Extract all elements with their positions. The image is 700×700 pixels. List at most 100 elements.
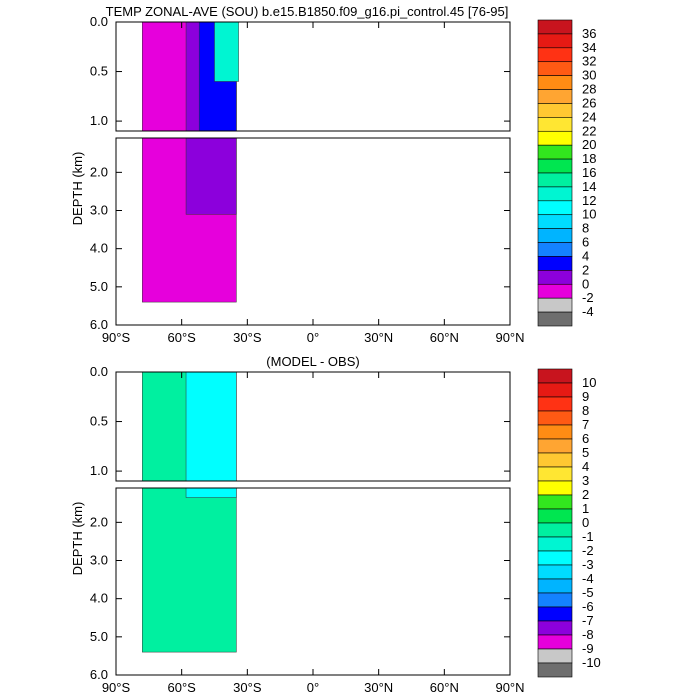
colorbar-label: 8 — [582, 221, 589, 236]
colorbar-swatch — [537, 61, 573, 76]
colorbar-label: -10 — [582, 655, 601, 670]
colorbar-swatch — [537, 270, 573, 285]
colorbar-swatch — [537, 648, 573, 664]
x-tick-label: 60°N — [430, 680, 459, 695]
colorbar-swatch — [537, 620, 573, 636]
colorbar-swatch — [537, 47, 573, 63]
colorbar-label: 0 — [582, 515, 589, 530]
colorbar-swatch — [537, 606, 573, 622]
contour-fill-1-1-top — [185, 371, 237, 482]
colorbar-label: 10 — [582, 207, 596, 222]
colorbar-swatch — [537, 536, 573, 552]
colorbar-label: 3 — [582, 473, 589, 488]
colorbar-label: -1 — [582, 529, 594, 544]
colorbar-swatch — [537, 564, 573, 580]
colorbar-swatch — [537, 89, 573, 104]
y-tick-label: 1.0 — [90, 113, 108, 128]
colorbar-label: 2 — [582, 487, 589, 502]
colorbar-swatch — [537, 19, 573, 35]
x-tick-label: 30°S — [233, 330, 262, 345]
y-tick-label: 0.0 — [90, 364, 108, 379]
x-tick-label: 90°S — [102, 330, 131, 345]
y-tick-label: 5.0 — [90, 629, 108, 644]
colorbar-label: 7 — [582, 417, 589, 432]
colorbar-swatch — [537, 297, 573, 313]
colorbar-label: 34 — [582, 40, 596, 55]
colorbar-label: 30 — [582, 68, 596, 83]
colorbar-swatch — [537, 438, 573, 454]
colorbar-label: 16 — [582, 165, 596, 180]
contour-fill-0-2-bottom — [185, 137, 237, 215]
colorbar-label: 9 — [582, 389, 589, 404]
colorbar-swatch — [537, 634, 573, 650]
colorbar-swatch — [537, 75, 573, 90]
x-tick-label: 30°S — [233, 680, 262, 695]
colorbar-label: 24 — [582, 109, 596, 124]
colorbar-label: 32 — [582, 54, 596, 69]
colorbar-swatch — [537, 200, 573, 216]
x-tick-label: 30°N — [364, 330, 393, 345]
colorbar-swatch — [537, 662, 573, 678]
colorbar-label: -6 — [582, 599, 594, 614]
colorbar-label: 20 — [582, 137, 596, 152]
chart-title: TEMP ZONAL-AVE (SOU) b.e15.B1850.f09_g16… — [106, 4, 509, 19]
colorbar-label: -8 — [582, 627, 594, 642]
colorbar-label: 22 — [582, 123, 596, 138]
colorbar-swatch — [537, 396, 573, 412]
contour-fill-1-1-bottom — [185, 487, 237, 498]
y-tick-label: 4.0 — [90, 591, 108, 606]
y-axis-label: DEPTH (km) — [70, 152, 85, 226]
y-tick-label: 5.0 — [90, 279, 108, 294]
colorbar-swatch — [537, 256, 573, 271]
y-tick-label: 4.0 — [90, 241, 108, 256]
colorbar-label: 1 — [582, 501, 589, 516]
colorbar-label: -4 — [582, 304, 594, 319]
colorbar-swatch — [537, 382, 573, 398]
colorbar-swatch — [537, 283, 573, 299]
contour-fill-1-0-bottom — [142, 487, 237, 653]
colorbar-label: 6 — [582, 235, 589, 250]
colorbar-label: 5 — [582, 445, 589, 460]
colorbar-swatch — [537, 103, 573, 118]
y-tick-label: 0.5 — [90, 64, 108, 79]
colorbar-swatch — [537, 466, 573, 482]
colorbar-label: -7 — [582, 613, 594, 628]
colorbar-label: 10 — [582, 375, 596, 390]
y-tick-label: 6.0 — [90, 667, 108, 682]
colorbar-label: -5 — [582, 585, 594, 600]
colorbar-swatch — [537, 186, 573, 202]
chart-subtitle: (MODEL - OBS) — [266, 354, 359, 369]
colorbar-swatch — [537, 228, 573, 243]
x-tick-label: 60°N — [430, 330, 459, 345]
colorbar-swatch — [537, 522, 573, 538]
colorbar-swatch — [537, 424, 573, 440]
y-tick-label: 6.0 — [90, 317, 108, 332]
colorbar-label: 14 — [582, 179, 596, 194]
colorbar-label: 26 — [582, 95, 596, 110]
colorbar-swatch — [537, 494, 573, 510]
colorbar-label: 36 — [582, 26, 596, 41]
colorbar-label: 8 — [582, 403, 589, 418]
colorbar-swatch — [537, 130, 573, 146]
contour-fill-0-4-top — [214, 21, 239, 82]
colorbar-swatch — [537, 33, 573, 49]
colorbar-label: 12 — [582, 193, 596, 208]
colorbar-swatch — [537, 368, 573, 384]
colorbar-label: 0 — [582, 276, 589, 291]
colorbar-label: 6 — [582, 431, 589, 446]
x-tick-label: 90°S — [102, 680, 131, 695]
colorbar-label: 2 — [582, 262, 589, 277]
colorbar-label: -2 — [582, 290, 594, 305]
y-tick-label: 0.5 — [90, 414, 108, 429]
colorbar-swatch — [537, 480, 573, 496]
colorbar-label: 18 — [582, 151, 596, 166]
x-tick-label: 30°N — [364, 680, 393, 695]
y-tick-label: 2.0 — [90, 164, 108, 179]
colorbar-swatch — [537, 311, 573, 327]
x-tick-label: 0° — [307, 330, 319, 345]
colorbar-swatch — [537, 578, 573, 594]
colorbar-label: -9 — [582, 641, 594, 656]
colorbar-label: 4 — [582, 248, 589, 263]
colorbar-swatch — [537, 550, 573, 566]
